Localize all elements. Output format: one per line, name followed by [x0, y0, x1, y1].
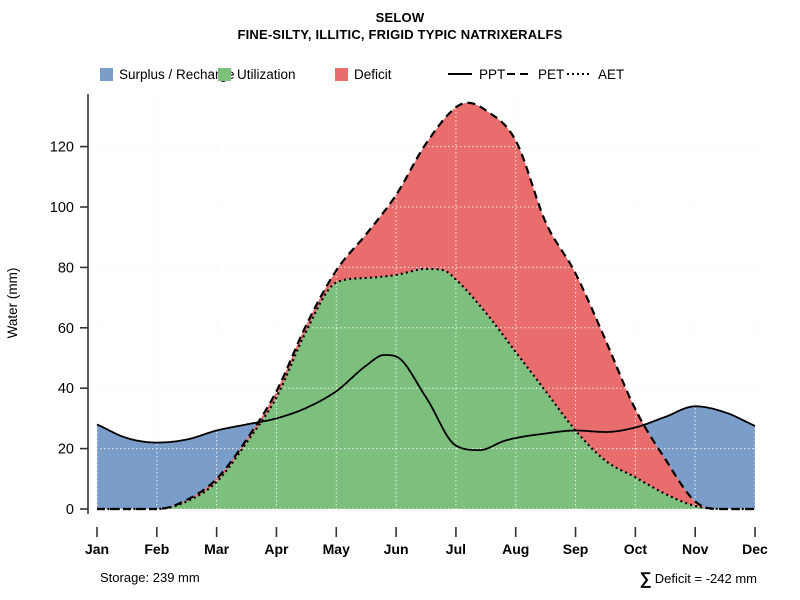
legend-label: PET: [538, 66, 565, 82]
surplus-area: [644, 406, 755, 509]
dotted-line-icon: [567, 73, 591, 75]
y-tick-label: 80: [58, 260, 74, 276]
deficit-sum-text: Deficit = -242 mm: [654, 571, 757, 586]
legend-label: PPT: [479, 66, 506, 82]
legend-label: Deficit: [354, 66, 392, 82]
legend-label: AET: [598, 66, 625, 82]
y-tick-label: 20: [58, 442, 74, 458]
sigma-icon: ∑: [639, 569, 652, 588]
deficit-area: [97, 102, 755, 510]
storage-annotation: Storage: 239 mm: [100, 570, 200, 585]
legend-item-pet: PET: [507, 66, 564, 82]
legend-item-ppt: PPT: [448, 66, 505, 82]
legend-item-surplus: Surplus / Recharge: [100, 66, 235, 82]
utilization-swatch-icon: [218, 67, 231, 81]
ppt-line: [96, 354, 756, 451]
legend-label: Surplus / Recharge: [119, 66, 235, 82]
chart-header: SELOW FINE-SILTY, ILLITIC, FRIGID TYPIC …: [0, 10, 800, 42]
deficit-sum-annotation: ∑ Deficit = -242 mm: [640, 568, 757, 588]
chart-title: SELOW: [375, 10, 425, 25]
x-tick-label: Dec: [742, 541, 768, 557]
y-axis-title: Water (mm): [5, 268, 20, 339]
x-tick-label: Jun: [384, 541, 409, 557]
solid-line-icon: [448, 73, 472, 75]
y-tick-label: 40: [58, 381, 74, 397]
x-tick-label: Aug: [502, 541, 529, 557]
x-tick-label: Feb: [144, 541, 169, 557]
legend-item-deficit: Deficit: [335, 66, 392, 82]
pet-line: [97, 101, 755, 511]
legend-item-utilization: Utilization: [218, 66, 296, 82]
surplus-swatch-icon: [100, 67, 113, 81]
x-tick-label: Mar: [204, 541, 229, 557]
x-tick-label: Apr: [264, 541, 289, 557]
x-tick-label: Jan: [85, 541, 109, 557]
deficit-swatch-icon: [335, 67, 348, 81]
dashed-line-icon: [507, 73, 531, 75]
y-tick-label: 100: [50, 200, 74, 216]
x-tick-label: Nov: [682, 541, 709, 557]
x-tick-label: May: [323, 541, 350, 557]
x-tick-label: Sep: [563, 541, 589, 557]
y-tick-label: 60: [58, 321, 74, 337]
legend-label: Utilization: [237, 66, 296, 82]
x-tick-label: Oct: [624, 541, 648, 557]
x-tick-label: Jul: [446, 541, 466, 557]
y-tick-label: 0: [66, 502, 74, 518]
chart-subtitle: FINE-SILTY, ILLITIC, FRIGID TYPIC NATRIX…: [237, 27, 563, 42]
y-tick-label: 120: [50, 140, 74, 156]
legend-item-aet: AET: [567, 66, 624, 82]
surplus-area: [97, 422, 258, 509]
